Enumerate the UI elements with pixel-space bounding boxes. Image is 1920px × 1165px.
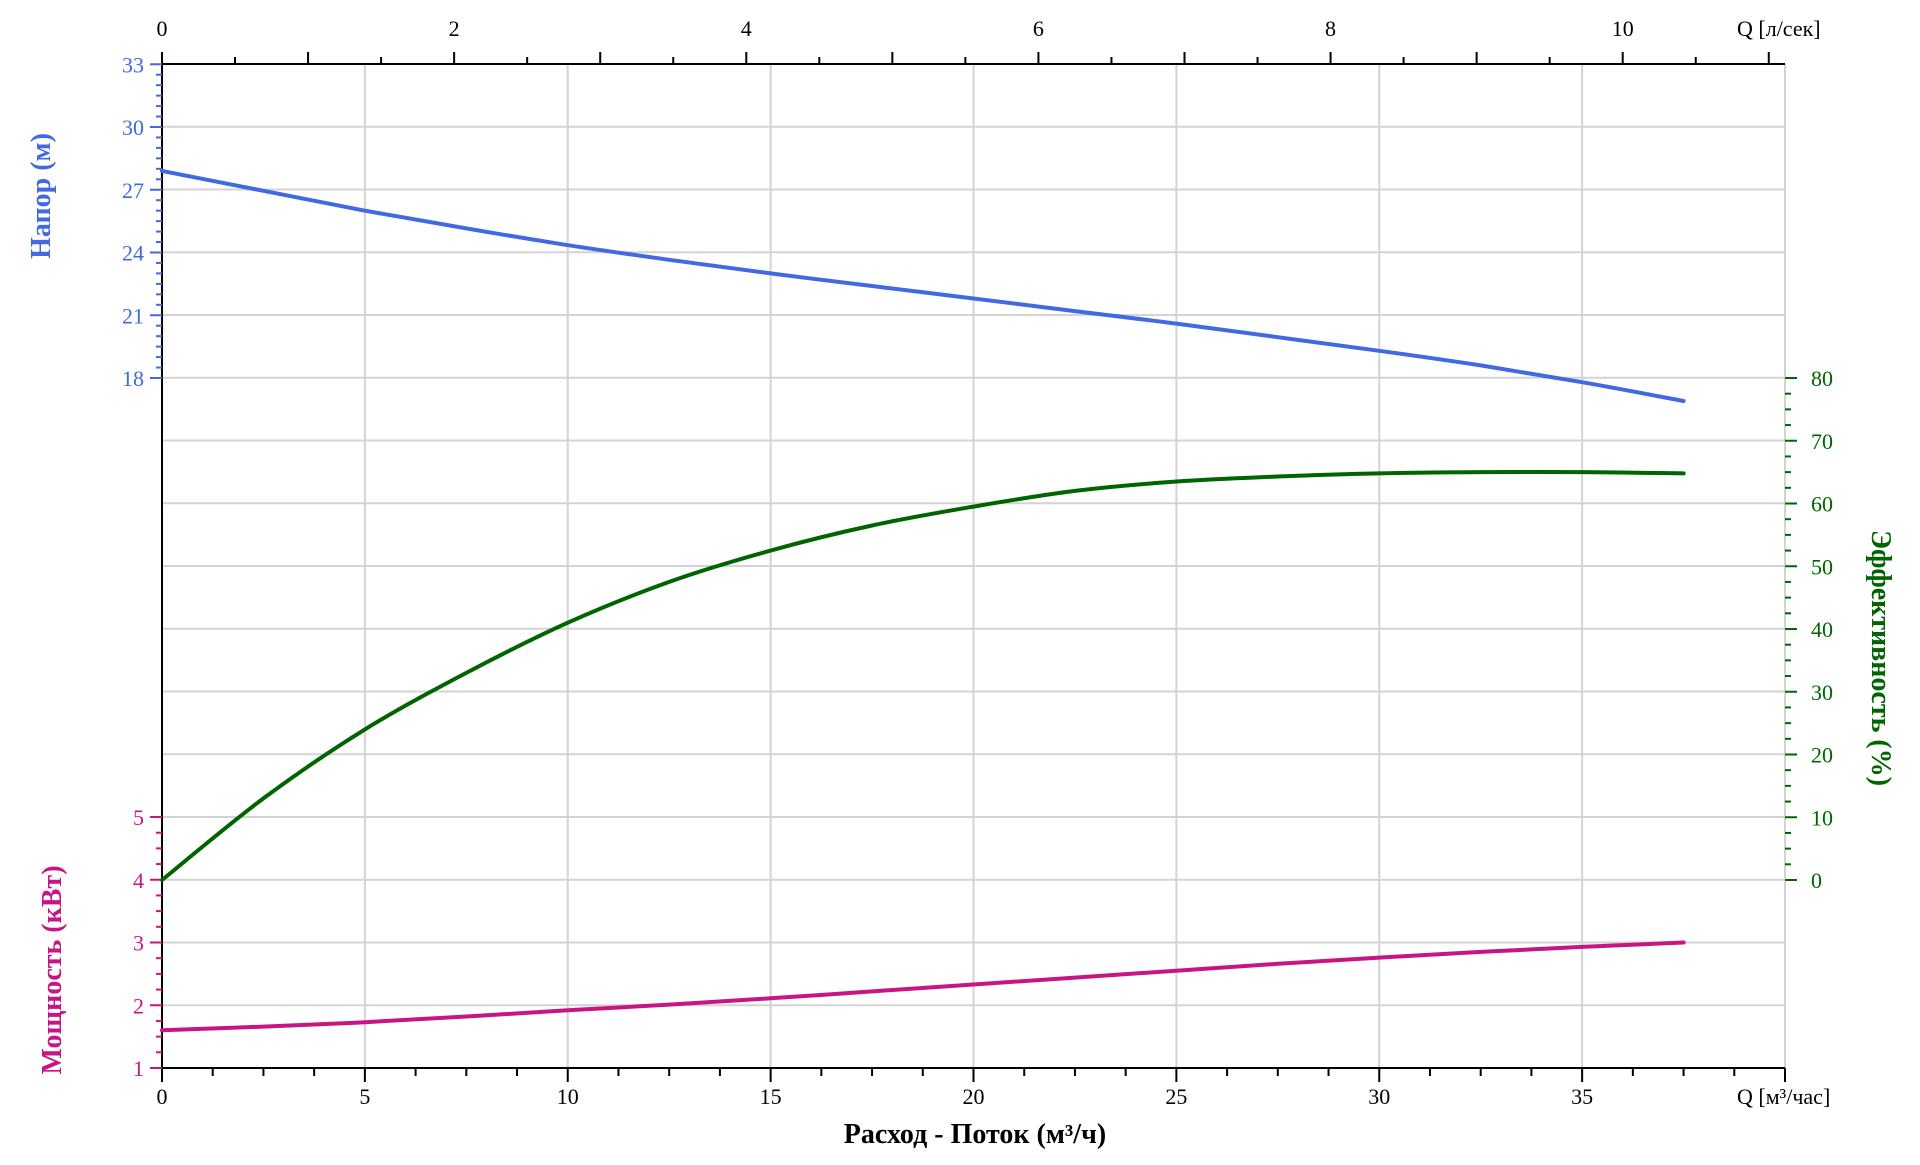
x-top-tick-label: 8 (1325, 16, 1336, 41)
power-tick-label: 5 (133, 805, 144, 830)
head-tick-label: 27 (122, 178, 144, 203)
head-tick-label: 18 (122, 366, 144, 391)
x-top-tick-label: 10 (1612, 16, 1634, 41)
power-tick-label: 2 (133, 993, 144, 1018)
efficiency-tick-label: 20 (1811, 743, 1833, 768)
efficiency-tick-label: 30 (1811, 680, 1833, 705)
efficiency-tick-label: 10 (1811, 805, 1833, 830)
x-axis-top: 0 2 4 6 8 10 (157, 16, 1770, 64)
power-axis: 1 2 3 4 5 (133, 805, 162, 1081)
efficiency-tick-label: 40 (1811, 617, 1833, 642)
grid (161, 63, 1786, 1069)
efficiency-tick-label: 70 (1811, 429, 1833, 454)
x-axis-title: Расход - Поток (м³/ч) (844, 1119, 1106, 1150)
head-tick-label: 24 (122, 241, 144, 266)
x-tick-label: 25 (1165, 1084, 1187, 1109)
x-tick-label: 10 (557, 1084, 579, 1109)
head-axis-title: Напор (м) (26, 133, 57, 259)
efficiency-tick-label: 0 (1811, 868, 1822, 893)
power-curve (160, 940, 1686, 1033)
efficiency-axis: 0 10 20 30 40 50 60 70 80 (1785, 366, 1833, 893)
x-axis-bottom: 0 5 10 15 20 25 30 35 (157, 1068, 1786, 1109)
efficiency-tick-label: 50 (1811, 554, 1833, 579)
head-tick-label: 33 (122, 52, 144, 77)
head-tick-label: 21 (122, 303, 144, 328)
x-unit-bottom: Q [м³/час] (1737, 1084, 1830, 1109)
head-axis: 18 21 24 27 30 33 (122, 52, 162, 391)
power-axis-title: Мощность (кВт) (37, 865, 68, 1074)
x-unit-top: Q [л/сек] (1737, 16, 1821, 41)
x-tick-label: 30 (1368, 1084, 1390, 1109)
x-tick-label: 0 (157, 1084, 168, 1109)
x-top-tick-label: 0 (157, 16, 168, 41)
x-tick-label: 35 (1571, 1084, 1593, 1109)
efficiency-tick-label: 60 (1811, 492, 1833, 517)
efficiency-curve (160, 469, 1686, 882)
x-top-tick-label: 4 (741, 16, 752, 41)
head-curve (160, 168, 1686, 403)
efficiency-tick-label: 80 (1811, 366, 1833, 391)
x-tick-label: 15 (760, 1084, 782, 1109)
x-top-tick-label: 2 (449, 16, 460, 41)
curves (160, 168, 1686, 1033)
x-top-tick-label: 6 (1033, 16, 1044, 41)
power-tick-label: 4 (133, 868, 144, 893)
x-tick-label: 5 (359, 1084, 370, 1109)
power-tick-label: 1 (133, 1056, 144, 1081)
x-tick-label: 20 (963, 1084, 985, 1109)
head-tick-label: 30 (122, 115, 144, 140)
efficiency-axis-title: Эффективность (%) (1865, 530, 1896, 786)
power-tick-label: 3 (133, 931, 144, 956)
